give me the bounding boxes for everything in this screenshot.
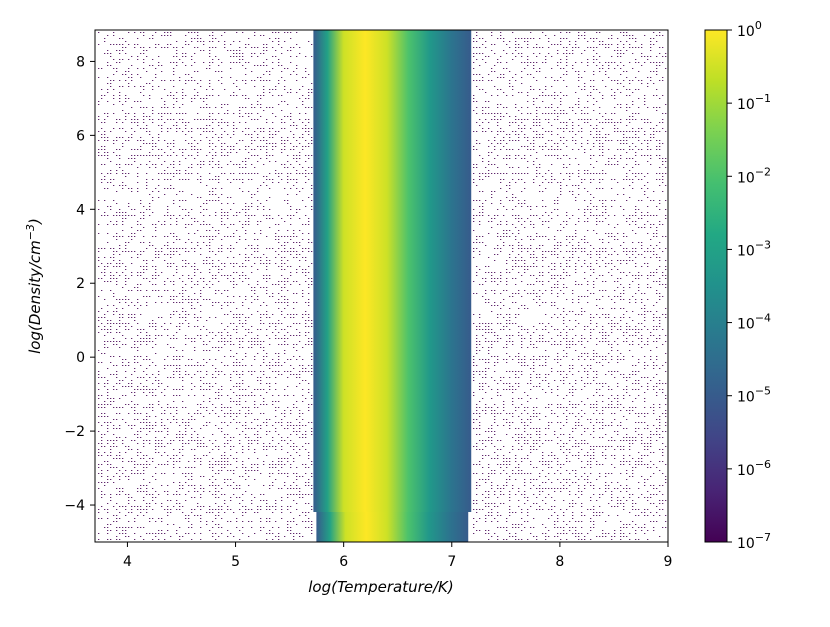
colorbar-tick-label: 10−1: [737, 92, 771, 113]
y-tick-label: −2: [64, 424, 85, 440]
colorbar-tick-label: 10−6: [737, 458, 771, 479]
y-tick-label: 8: [76, 54, 85, 70]
colorbar-tick-label: 10−2: [737, 165, 771, 186]
background-noise: [98, 32, 667, 540]
y-tick-label: 4: [76, 202, 85, 218]
y-tick-label: 6: [76, 128, 85, 144]
colorbar-tick-label: 10−3: [737, 238, 771, 259]
x-tick-label: 5: [231, 554, 240, 570]
svg-text:log(Density/cm−3): log(Density/cm−3): [24, 218, 44, 354]
colorbar-gradient: [704, 29, 728, 543]
colorbar: 100 10−1 10−2 10−3 10−4 10−5 10−6 10−7: [704, 19, 771, 552]
x-tick-label: 8: [555, 554, 564, 570]
colorbar-ticks: 100 10−1 10−2 10−3 10−4 10−5 10−6 10−7: [727, 19, 771, 552]
x-axis-label: log(Temperature/K): [308, 578, 454, 596]
noise-dots: [98, 32, 667, 540]
colorbar-tick-label: 10−7: [737, 531, 771, 552]
colorbar-tick-label: 100: [737, 19, 762, 40]
y-tick-label: −4: [64, 498, 85, 514]
y-axis: −4 −2 0 2 4 6 8: [64, 54, 95, 514]
temperature-band: [313, 30, 472, 542]
x-axis: 4 5 6 7 8 9: [123, 542, 672, 570]
y-tick-label: 0: [76, 350, 85, 366]
x-tick-label: 4: [123, 554, 132, 570]
band-upper: [313, 30, 472, 512]
y-axis-label: log(Density/cm−3): [24, 218, 44, 354]
x-tick-label: 6: [339, 554, 348, 570]
colorbar-tick-label: 10−5: [737, 385, 771, 406]
y-tick-label: 2: [76, 276, 85, 292]
x-tick-label: 7: [447, 554, 456, 570]
band-lower: [316, 512, 469, 542]
colorbar-tick-label: 10−4: [737, 312, 771, 333]
x-tick-label: 9: [664, 554, 673, 570]
plot-frame: [94, 29, 669, 543]
